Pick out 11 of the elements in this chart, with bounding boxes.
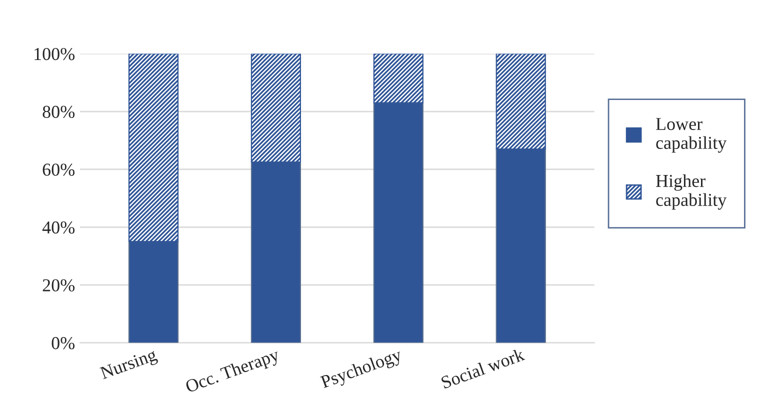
y-tick-label: 80% (42, 106, 75, 118)
x-tick-label: Social work (440, 348, 526, 389)
y-tick-label: 60% (42, 164, 75, 176)
y-tick-label: 20% (42, 279, 75, 292)
y-tick-label: 0% (52, 337, 75, 350)
legend-label: Higher capability (656, 174, 727, 210)
legend-label: Lower capability (656, 118, 727, 153)
x-tick-label: Occ. Therapy (184, 348, 282, 396)
y-tick-label: 40% (42, 221, 75, 234)
x-tick-label: Nursing (99, 348, 159, 383)
y-tick-label: 100% (34, 48, 75, 60)
